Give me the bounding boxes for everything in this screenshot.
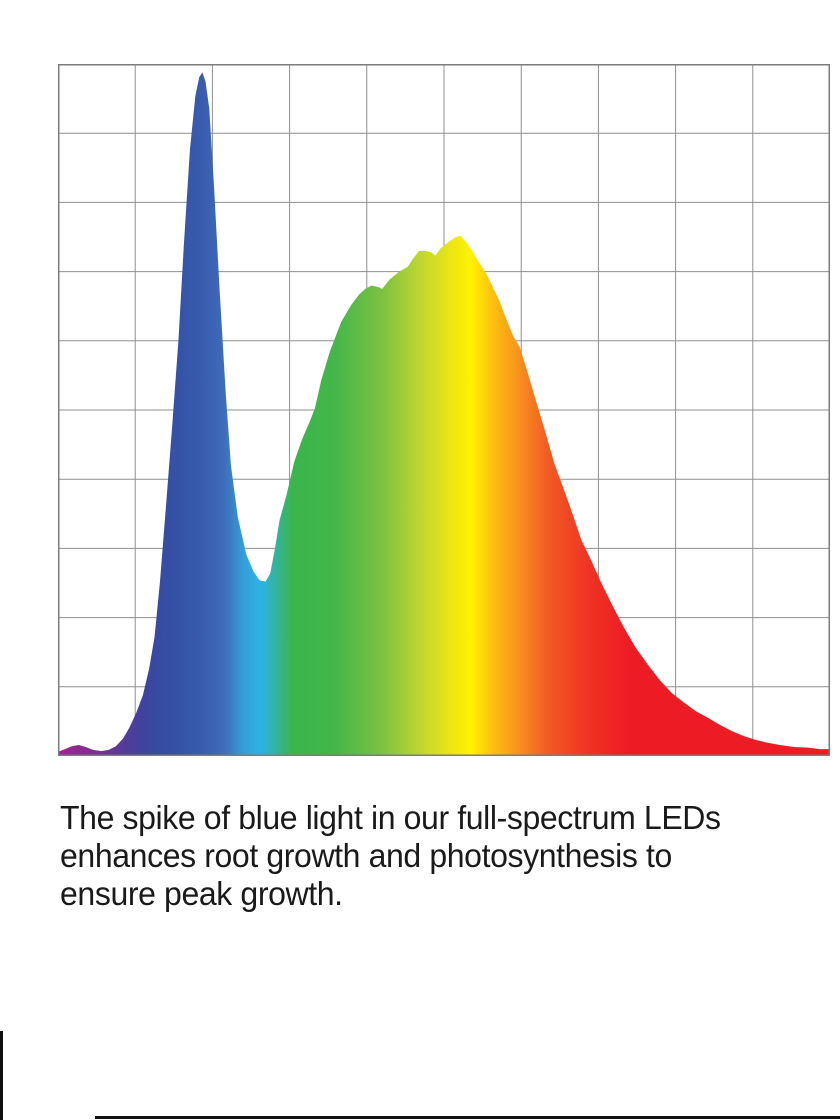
caption-line-1: The spike of blue light in our full-spec… (60, 799, 721, 836)
caption: The spike of blue light in our full-spec… (60, 799, 797, 913)
page-edge-border-vertical (0, 1031, 3, 1120)
caption-line-2: enhances root growth and photosynthesis … (60, 837, 672, 874)
led-spectrum-chart (58, 64, 830, 756)
spectrum-svg (58, 64, 830, 756)
spectrum-area (58, 72, 830, 756)
page-edge-border-horizontal (95, 1116, 840, 1119)
caption-line-3: ensure peak growth. (60, 875, 343, 912)
plot-border (58, 64, 830, 756)
